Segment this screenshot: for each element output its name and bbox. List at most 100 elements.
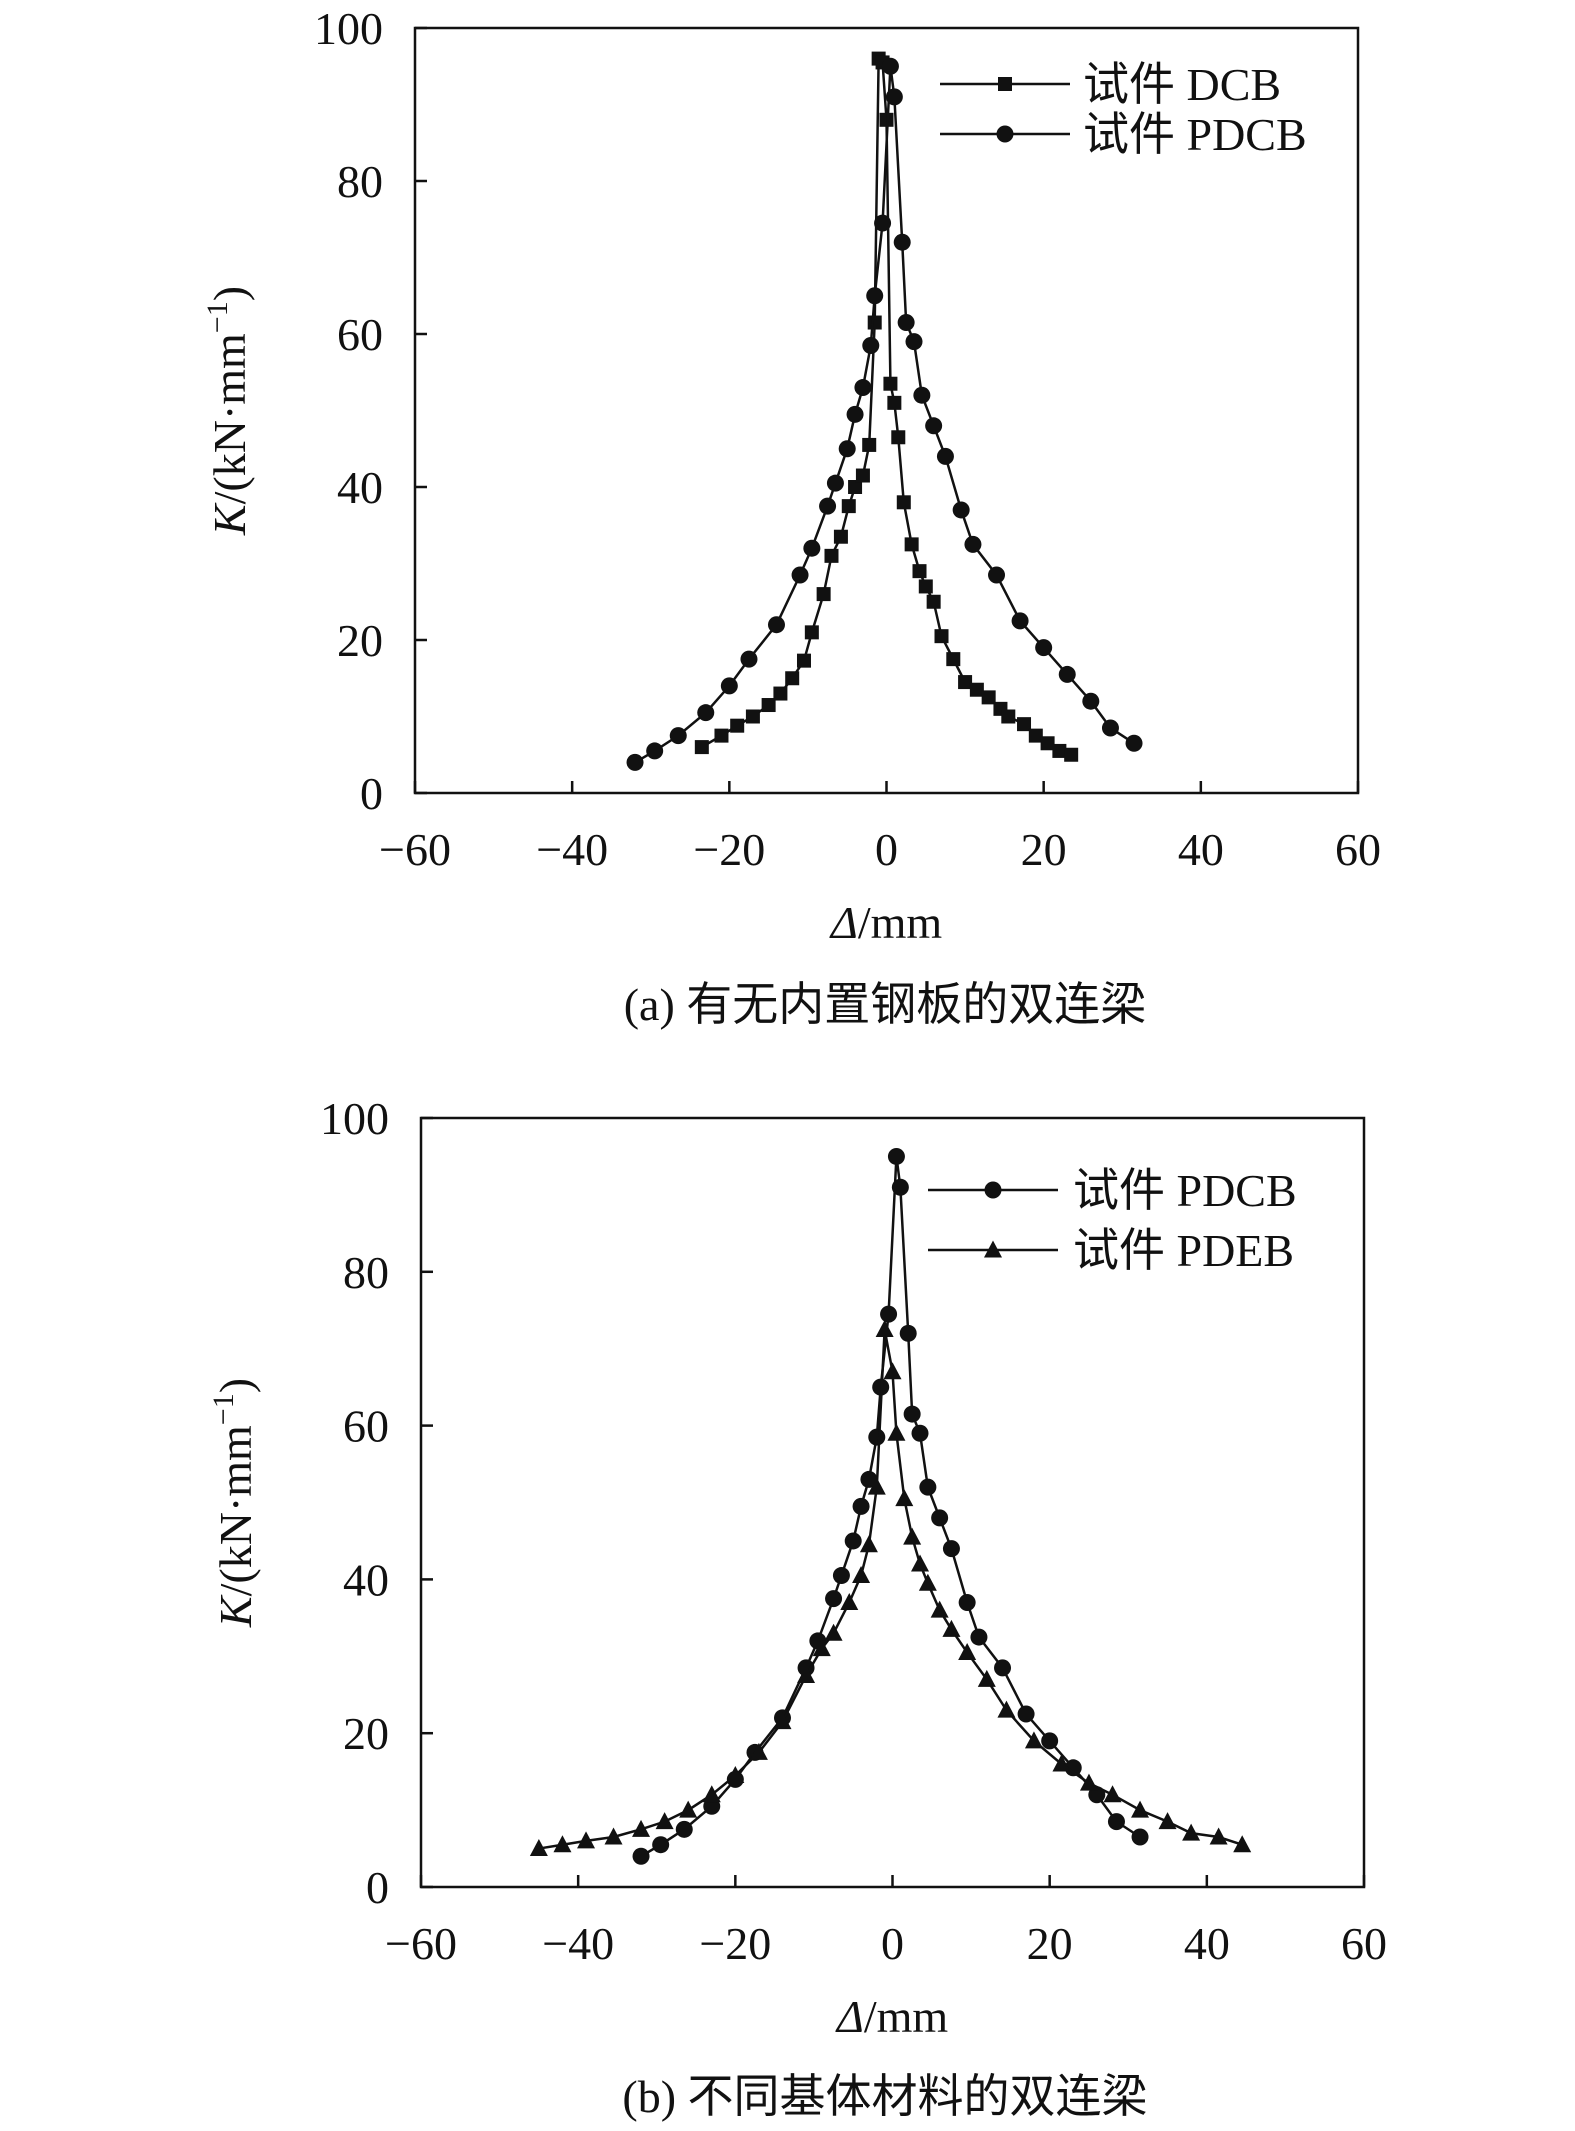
chart-b-y-tick-label: 80: [343, 1247, 389, 1298]
chart-a-y-axis-label: K/(kN·mm−1): [201, 286, 255, 536]
chart-a-y-tick-label: 40: [337, 462, 383, 513]
chart-a-data-point: [1040, 736, 1055, 751]
chart-b-data-point: [918, 1573, 937, 1591]
chart-a-data-point: [964, 535, 982, 553]
chart-a-data-point: [714, 728, 729, 743]
chart-b-x-tick-label: 60: [1341, 1918, 1387, 1969]
chart-b-data-point: [997, 1700, 1016, 1718]
chart-a-data-point: [730, 718, 745, 733]
chart-a-data-point: [791, 566, 809, 584]
chart-a-y-axis-unit: /(kN·mm: [204, 333, 255, 504]
chart-b-data-point: [1107, 1813, 1125, 1831]
chart-b-data-point: [1064, 1759, 1082, 1777]
chart-a-data-point: [1052, 743, 1067, 758]
chart-a-data-point: [934, 629, 949, 644]
chart-a-data-point: [855, 468, 870, 483]
chart-b-data-point: [1024, 1731, 1043, 1749]
chart-b-data-point: [1233, 1835, 1252, 1853]
chart-b-series-line: [538, 1329, 1243, 1850]
chart-a-x-tick-label: 60: [1335, 824, 1381, 875]
chart-a-data-point: [846, 405, 864, 423]
chart-a-data-point: [819, 497, 837, 515]
chart-a-y-tick-label: 80: [337, 156, 383, 207]
chart-a-data-point: [1011, 612, 1029, 630]
chart-b-y-tick-label: 100: [320, 1093, 389, 1144]
chart-a-legend-marker: [996, 125, 1014, 143]
chart-b-data-point: [812, 1639, 831, 1657]
chart-a-data-point: [720, 677, 738, 695]
chart-b-y-axis-close: ): [210, 1378, 261, 1393]
chart-a-data-point: [946, 652, 961, 667]
chart-a-data-point: [1001, 709, 1016, 724]
chart-b-data-point: [1209, 1827, 1228, 1845]
chart-b-x-axis-label: Δ/mm: [835, 1991, 949, 2042]
chart-b-caption: (b) 不同基体材料的双连梁: [622, 2071, 1147, 2122]
chart-b-data-point: [903, 1527, 922, 1545]
chart-a-data-point: [883, 376, 898, 391]
chart-a-data-point: [824, 548, 839, 563]
chart-a-data-point: [885, 88, 903, 106]
chart-b-data-point: [655, 1812, 674, 1830]
chart-a-data-point: [796, 653, 811, 668]
chart-b-x-tick-label: 0: [881, 1918, 904, 1969]
chart-a-data-point: [854, 379, 872, 397]
chart-a-y-axis-exponent: −1: [201, 301, 234, 333]
chart-b-data-point: [911, 1424, 929, 1442]
chart-a-x-tick-label: 40: [1178, 824, 1224, 875]
chart-b-data-point: [632, 1847, 650, 1865]
chart-b-data-point: [553, 1835, 572, 1853]
chart-b-x-tick-label: −40: [542, 1918, 614, 1969]
chart-a-data-point: [785, 671, 800, 686]
chart-b-data-point: [891, 1178, 909, 1196]
chart-b-data-point: [1017, 1705, 1035, 1723]
chart-a-data-point: [862, 336, 880, 354]
chart-a-data-point: [1058, 665, 1076, 683]
chart-a-data-point: [803, 539, 821, 557]
chart-a-caption: (a) 有无内置钢板的双连梁: [624, 979, 1147, 1030]
chart-a-data-point: [893, 233, 911, 251]
chart-b-data-point: [832, 1567, 850, 1585]
chart-a-data-point: [926, 594, 941, 609]
chart-a-x-tick-label: −20: [693, 824, 765, 875]
chart-b-data-point: [679, 1800, 698, 1818]
chart-b-data-point: [931, 1509, 949, 1527]
chart-b-data-point: [977, 1669, 996, 1687]
chart-b-y-tick-label: 40: [343, 1554, 389, 1605]
chart-b-data-point: [880, 1305, 898, 1323]
chart-a: (a) 有无内置钢板的双连梁 −60 −40 −20 0 20 40 60 0 20 40 60 80…: [201, 3, 1381, 1030]
chart-b-data-point: [840, 1592, 859, 1610]
chart-a-legend-label: 试件 PDCB: [1083, 109, 1307, 160]
chart-b-legend-label: 试件 PDCB: [1073, 1165, 1297, 1216]
chart-a-data-point: [761, 698, 776, 713]
chart-b-legend-label: 试件 PDEB: [1073, 1225, 1294, 1276]
chart-a-data-point: [912, 564, 927, 579]
chart-a-data-point: [913, 386, 931, 404]
chart-b-data-point: [1103, 1785, 1122, 1803]
chart-b-data-point: [652, 1836, 670, 1854]
chart-a-data-point: [936, 447, 954, 465]
chart-b-series-triangle: [529, 1319, 1252, 1857]
chart-b-data-point: [1052, 1754, 1071, 1772]
chart-b-x-tick-label: −60: [385, 1918, 457, 1969]
chart-b-data-point: [1041, 1732, 1059, 1750]
chart-b-data-point: [749, 1742, 768, 1760]
chart-a-y-tick-label: 0: [360, 768, 383, 819]
chart-b-y-axis-exponent: −1: [207, 1393, 240, 1425]
chart-a-y-tick-label: 60: [337, 309, 383, 360]
chart-a-x-axis-symbol: Δ: [829, 897, 858, 948]
chart-a-x-axis-label: Δ/mm: [829, 897, 943, 948]
chart-a-data-point: [1017, 717, 1032, 732]
chart-a-y-tick-label: 100: [314, 3, 383, 54]
chart-a-data-point: [740, 650, 758, 668]
chart-a-series-circle: [626, 57, 1143, 771]
chart-a-data-point: [694, 740, 709, 755]
chart-a-data-point: [838, 440, 856, 458]
chart-a-data-point: [745, 709, 760, 724]
chart-b-legend-marker: [984, 1240, 1002, 1258]
chart-a-y-axis-symbol: K: [204, 502, 255, 536]
chart-a-data-point: [826, 474, 844, 492]
chart-b-data-point: [825, 1590, 843, 1608]
chart-a-data-point: [905, 333, 923, 351]
chart-b-data-point: [1182, 1823, 1201, 1841]
